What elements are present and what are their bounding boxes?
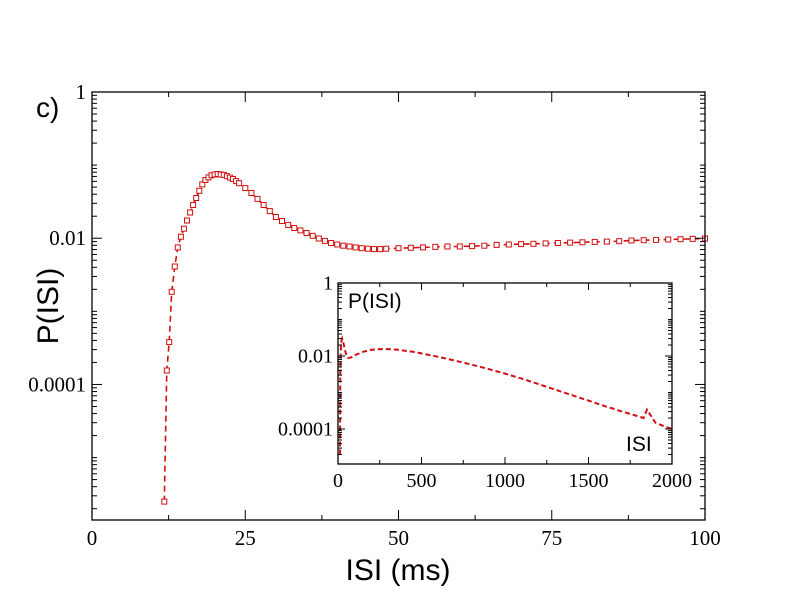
panel-label: c): [36, 92, 59, 123]
x-tick-label: 50: [388, 526, 409, 550]
data-point-marker: [554, 240, 561, 246]
data-point-marker: [328, 240, 335, 246]
data-point-marker: [407, 244, 414, 251]
data-point-marker: [640, 237, 647, 244]
data-point-marker: [196, 187, 203, 194]
data-point-marker: [616, 238, 623, 245]
data-point-marker: [579, 239, 586, 246]
data-point-marker: [184, 217, 190, 224]
y-tick-label: 0.01: [298, 346, 333, 368]
y-tick-label: 1: [76, 80, 87, 104]
data-point-marker: [163, 367, 170, 374]
data-point-marker: [665, 236, 672, 243]
main-series: [161, 171, 708, 505]
data-point-marker: [444, 243, 451, 250]
data-point-marker: [315, 235, 322, 242]
main-plot-frame: [91, 91, 706, 521]
data-point-marker: [340, 242, 347, 249]
data-point-marker: [161, 498, 168, 505]
inset-plot-frame: [337, 282, 673, 465]
data-point-marker: [248, 190, 255, 196]
data-point-marker: [334, 241, 341, 248]
data-point-marker: [236, 180, 243, 187]
data-point-marker: [193, 195, 200, 201]
data-point-marker: [297, 227, 304, 234]
data-point-marker: [603, 238, 610, 245]
data-point-marker: [242, 185, 249, 192]
x-tick-label: 0: [333, 470, 343, 492]
data-point-marker: [628, 237, 635, 244]
data-point-marker: [285, 221, 292, 228]
data-point-marker: [266, 208, 273, 215]
data-point-marker: [177, 233, 184, 240]
x-tick-label: 500: [407, 470, 437, 492]
inset-ticks: [337, 282, 673, 464]
data-point-marker: [493, 241, 500, 248]
data-point-marker: [358, 245, 365, 252]
data-point-marker: [168, 288, 175, 295]
inset-series-line: [339, 335, 673, 455]
data-point-marker: [542, 240, 549, 247]
inset-x-axis-label: ISI: [626, 433, 652, 456]
data-point-marker: [383, 245, 390, 252]
data-point-marker: [653, 236, 659, 243]
x-tick-label: 2000: [652, 470, 692, 492]
data-point-marker: [591, 238, 598, 245]
main-chart: 0 25 50 75 100 0.0001 0.01 1 ISI (ms) P(ISI): [28, 80, 721, 587]
data-point-marker: [395, 245, 402, 252]
y-tick-label: 0.0001: [28, 372, 86, 396]
data-point-marker: [291, 225, 298, 231]
data-point-marker: [432, 243, 439, 250]
data-point-marker: [377, 246, 384, 253]
main-ticks: [91, 91, 706, 520]
inset-tick-labels: 0 500 1000 1500 2000 0.0001 0.01 1: [278, 273, 692, 492]
main-series-line: [163, 173, 706, 502]
x-tick-label: 0: [87, 526, 98, 550]
data-point-marker: [260, 202, 267, 208]
y-tick-label: 0.01: [49, 226, 86, 250]
data-point-marker: [518, 241, 525, 248]
x-tick-label: 100: [689, 526, 721, 550]
data-point-marker: [567, 239, 574, 246]
data-point-marker: [309, 232, 316, 239]
data-point-marker: [481, 242, 488, 249]
data-point-marker: [279, 218, 285, 224]
inset-chart: 0 500 1000 1500 2000 0.0001 0.01 1 P(ISI) ISI: [278, 273, 692, 492]
data-point-marker: [677, 236, 684, 243]
data-point-marker: [272, 214, 279, 220]
inset-y-axis-label: P(ISI): [348, 290, 402, 313]
data-point-marker: [352, 244, 359, 251]
data-point-marker: [166, 339, 173, 346]
data-point-marker: [254, 195, 261, 202]
x-tick-label: 1000: [485, 470, 525, 492]
data-point-marker: [364, 245, 371, 252]
data-point-marker: [530, 240, 537, 247]
data-point-marker: [505, 241, 512, 248]
data-point-marker: [346, 243, 353, 250]
x-tick-label: 25: [235, 526, 256, 550]
data-point-marker: [174, 244, 181, 251]
main-x-axis-label: ISI (ms): [346, 554, 451, 587]
data-point-marker: [190, 202, 197, 208]
y-tick-label: 1: [323, 273, 333, 295]
data-point-marker: [689, 235, 696, 242]
x-tick-label: 1500: [569, 470, 609, 492]
x-tick-label: 75: [541, 526, 562, 550]
y-tick-label: 0.0001: [278, 419, 333, 441]
data-point-marker: [321, 237, 328, 244]
data-point-marker: [371, 246, 377, 253]
data-point-marker: [420, 244, 426, 251]
data-point-marker: [171, 263, 178, 270]
data-point-marker: [456, 243, 463, 250]
data-point-marker: [303, 230, 310, 236]
data-point-marker: [187, 209, 194, 216]
main-tick-labels: 0 25 50 75 100 0.0001 0.01 1: [28, 80, 721, 550]
main-y-axis-label: P(ISI): [32, 268, 65, 345]
data-point-marker: [469, 243, 476, 250]
data-point-marker: [180, 225, 187, 232]
data-point-marker: [199, 181, 206, 188]
inset-series: [339, 335, 673, 455]
